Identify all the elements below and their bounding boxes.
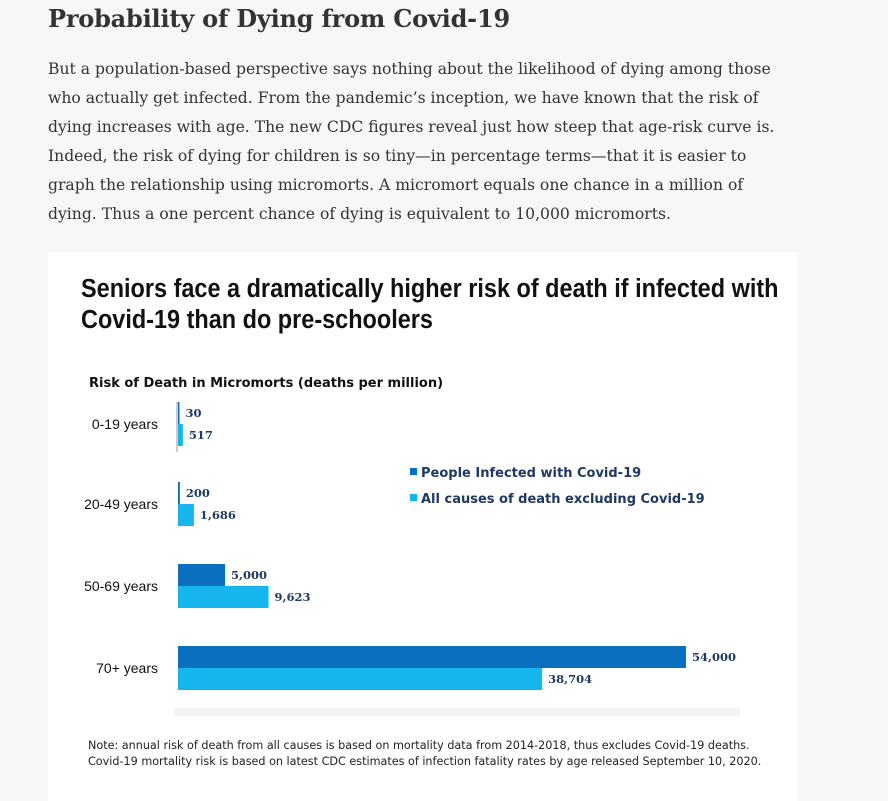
data-label: 54,000 [692, 650, 736, 664]
bar-all-causes [178, 504, 194, 526]
data-label: 1,686 [200, 508, 236, 522]
bar-covid [178, 402, 180, 424]
data-label: 30 [186, 406, 202, 420]
data-label: 38,704 [548, 672, 592, 686]
plot-floor [174, 708, 740, 716]
legend-label: All causes of death excluding Covid-19 [421, 492, 705, 507]
bar-chart: 0-19 years 30 517 20-49 years 200 1,686 50-69 … [84, 402, 740, 716]
section-heading: Probability of Dying from Covid-19 [48, 4, 510, 33]
data-label: 5,000 [231, 568, 267, 582]
data-label: 517 [189, 428, 213, 442]
chart-subtitle: Risk of Death in Micromorts (deaths per … [89, 376, 444, 391]
bar-covid [178, 564, 226, 586]
bar-covid [178, 482, 180, 504]
legend-swatch [410, 468, 417, 475]
category-label: 50-69 years [84, 578, 158, 594]
bar-all-causes [178, 668, 543, 690]
article-paragraph: But a population-based perspective says … [48, 60, 775, 223]
bar-covid [178, 646, 686, 668]
bar-all-causes [178, 586, 269, 608]
legend-swatch [410, 494, 417, 501]
legend-label: People Infected with Covid-19 [421, 466, 641, 481]
category-label: 0-19 years [92, 416, 158, 432]
category-label: 70+ years [96, 660, 158, 676]
data-label: 200 [186, 486, 210, 500]
category-label: 20-49 years [84, 496, 158, 512]
chart-note: Note: annual risk of death from all caus… [88, 739, 762, 768]
bar-all-causes [178, 424, 183, 446]
chart-figure: Seniors face a dramatically higher risk … [48, 252, 798, 801]
data-label: 9,623 [275, 590, 311, 604]
chart-title: Seniors face a dramatically higher risk … [81, 275, 779, 334]
